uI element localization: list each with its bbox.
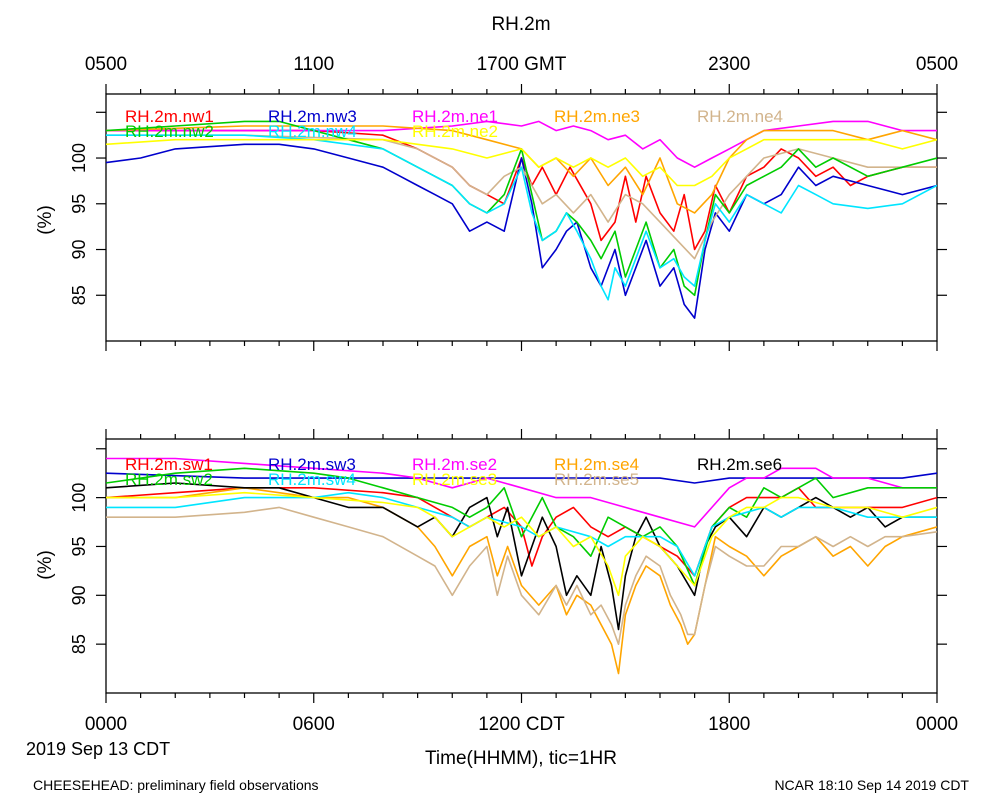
- y-tick-label: 95: [69, 194, 89, 214]
- series-line-RH-2m-sw3: [106, 472, 937, 484]
- panel-north-y-label: (%): [35, 205, 56, 235]
- y-tick-label: 85: [69, 634, 89, 654]
- legend-entry-RH-2m-ne2: RH.2m.ne2: [412, 122, 498, 141]
- bottom-tick-label: 0000: [916, 714, 958, 735]
- series-line-RH-2m-se6: [106, 482, 937, 631]
- date-label: 2019 Sep 13 CDT: [26, 739, 170, 759]
- bottom-tick-label: 0000: [85, 714, 127, 735]
- y-tick-label: 100: [69, 143, 89, 173]
- legend-entry-RH-2m-se6: RH.2m.se6: [697, 455, 782, 474]
- series-line-RH-2m-se4: [106, 487, 937, 675]
- top-tick-label: 1100: [293, 54, 334, 75]
- legend-entry-RH-2m-se5: RH.2m.se5: [554, 470, 639, 489]
- panel-south-series: [106, 457, 937, 675]
- bottom-axis-labels: 0000 0600 1200 CDT 1800 0000: [85, 714, 958, 735]
- panel-north-axes: 85 90 95 100: [69, 84, 947, 351]
- series-line-RH-2m-se3: [106, 491, 937, 597]
- y-tick-label: 90: [69, 585, 89, 605]
- legend-entry-RH-2m-sw1: RH.2m.sw1: [125, 455, 213, 474]
- top-tick-label: 2300: [708, 54, 750, 75]
- panel-south-legend: RH.2m.sw1 RH.2m.sw3 RH.2m.se2 RH.2m.se4 RH.2…: [125, 455, 782, 489]
- legend-entry-RH-2m-nw1: RH.2m.nw1: [125, 107, 214, 126]
- legend-entry-RH-2m-nw4: RH.2m.nw4: [268, 122, 357, 141]
- series-line-RH-2m-ne3: [106, 125, 937, 214]
- top-tick-label: 0500: [916, 54, 958, 75]
- series-line-RH-2m-se5: [106, 506, 937, 645]
- panel-north: (%) 85 90 95 100 RH.2m.nw1 RH.2m.nw3 RH.2m.ne…: [35, 84, 947, 351]
- top-tick-label: 1700 GMT: [477, 54, 567, 75]
- top-axis-labels: 0500 1100 1700 GMT 2300 0500: [85, 54, 958, 75]
- series-line-RH-2m-nw2: [106, 120, 937, 297]
- series-line-RH-2m-se2: [106, 457, 937, 528]
- y-tick-label: 95: [69, 536, 89, 556]
- legend-entry-RH-2m-ne4: RH.2m.ne4: [697, 107, 783, 126]
- series-line-RH-2m-sw4: [106, 491, 937, 577]
- series-line-RH-2m-sw2: [106, 467, 937, 587]
- y-tick-label: 100: [69, 483, 89, 513]
- legend-entry-RH-2m-nw2: RH.2m.nw2: [125, 122, 214, 141]
- panel-north-legend: RH.2m.nw1 RH.2m.nw3 RH.2m.ne1 RH.2m.ne3 RH.2…: [125, 107, 783, 141]
- legend-entry-RH-2m-se2: RH.2m.se2: [412, 455, 497, 474]
- legend-entry-RH-2m-sw2: RH.2m.sw2: [125, 470, 213, 489]
- legend-entry-RH-2m-ne1: RH.2m.ne1: [412, 107, 498, 126]
- series-line-RH-2m-nw4: [106, 134, 937, 301]
- y-tick-label: 85: [69, 285, 89, 305]
- bottom-tick-label: 1200 CDT: [478, 714, 565, 735]
- bottom-tick-label: 1800: [708, 714, 750, 735]
- top-tick-label: 0500: [85, 54, 127, 75]
- legend-entry-RH-2m-ne3: RH.2m.ne3: [554, 107, 640, 126]
- chart-title: RH.2m: [491, 14, 550, 35]
- panel-south: (%) 85 90 95 100 RH.2m.sw1 RH.2m.sw3 RH.2m.se…: [35, 429, 947, 703]
- panel-south-axes: 85 90 95 100: [69, 429, 947, 703]
- legend-entry-RH-2m-nw3: RH.2m.nw3: [268, 107, 357, 126]
- legend-entry-RH-2m-se4: RH.2m.se4: [554, 455, 639, 474]
- y-tick-label: 90: [69, 240, 89, 260]
- series-line-RH-2m-ne2: [106, 138, 937, 187]
- footer-right: NCAR 18:10 Sep 14 2019 CDT: [774, 777, 969, 793]
- series-line-RH-2m-ne1: [106, 120, 937, 168]
- footer-left: CHEESEHEAD: preliminary field observatio…: [33, 777, 319, 793]
- series-line-RH-2m-ne4: [106, 134, 937, 260]
- panel-south-y-label: (%): [35, 550, 56, 580]
- x-axis-label: Time(HHMM), tic=1HR: [425, 748, 617, 769]
- bottom-tick-label: 0600: [293, 714, 335, 735]
- legend-entry-RH-2m-se3: RH.2m.se3: [412, 470, 497, 489]
- legend-entry-RH-2m-sw4: RH.2m.sw4: [268, 470, 356, 489]
- legend-entry-RH-2m-sw3: RH.2m.sw3: [268, 455, 356, 474]
- panel-north-series: [106, 120, 937, 319]
